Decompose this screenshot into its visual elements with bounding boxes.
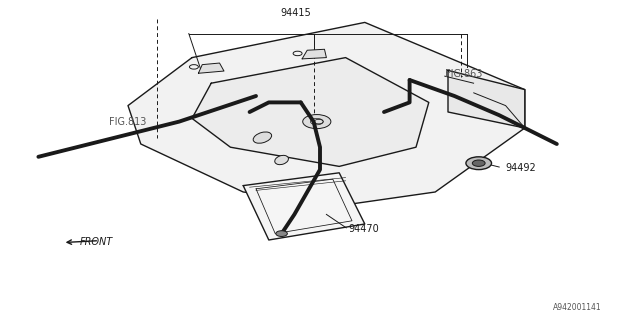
Polygon shape xyxy=(448,70,525,128)
Ellipse shape xyxy=(253,132,271,143)
Text: 94470: 94470 xyxy=(349,224,380,234)
Text: A942001141: A942001141 xyxy=(553,303,602,312)
Ellipse shape xyxy=(275,155,289,165)
Text: FIG.863: FIG.863 xyxy=(445,68,482,79)
Polygon shape xyxy=(192,58,429,166)
Text: 94415: 94415 xyxy=(280,8,311,18)
Circle shape xyxy=(276,231,287,236)
Text: 94492: 94492 xyxy=(506,163,536,173)
Text: FIG.813: FIG.813 xyxy=(109,116,146,127)
Circle shape xyxy=(472,160,485,166)
Polygon shape xyxy=(128,22,525,205)
Circle shape xyxy=(466,157,492,170)
Circle shape xyxy=(303,115,331,129)
Text: FRONT: FRONT xyxy=(80,236,113,247)
Polygon shape xyxy=(302,49,326,59)
Polygon shape xyxy=(198,63,224,73)
Polygon shape xyxy=(243,173,365,240)
